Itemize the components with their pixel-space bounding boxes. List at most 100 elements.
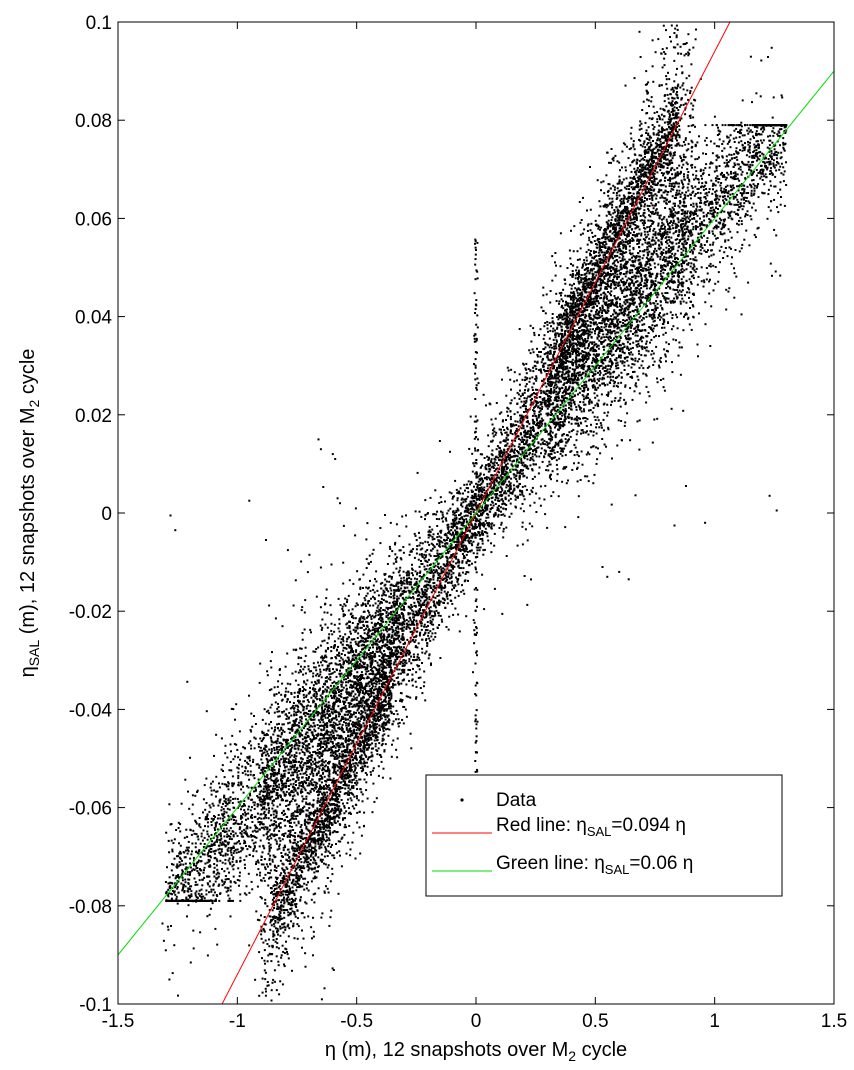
data-point xyxy=(270,960,273,963)
data-point xyxy=(479,518,482,521)
data-point xyxy=(343,833,346,836)
data-point xyxy=(418,668,421,671)
data-point xyxy=(398,574,401,577)
data-point xyxy=(286,894,289,896)
data-point xyxy=(528,349,531,352)
data-point xyxy=(583,355,586,358)
data-point xyxy=(374,685,377,688)
data-point xyxy=(582,340,585,343)
data-point xyxy=(435,555,438,558)
data-point xyxy=(311,937,313,940)
data-point xyxy=(278,673,281,676)
data-point xyxy=(440,529,443,532)
data-point xyxy=(418,553,421,556)
data-point xyxy=(299,716,302,719)
data-point xyxy=(669,213,672,216)
data-point xyxy=(477,493,480,496)
data-point xyxy=(313,728,316,731)
data-point xyxy=(490,487,493,490)
data-point xyxy=(398,721,401,724)
data-point xyxy=(306,571,309,574)
data-point xyxy=(530,401,533,404)
data-point xyxy=(493,544,496,547)
data-point xyxy=(624,384,627,387)
data-point xyxy=(378,682,381,685)
data-point xyxy=(688,48,691,51)
data-point xyxy=(577,269,580,272)
data-point xyxy=(323,791,326,794)
data-point xyxy=(684,156,687,159)
data-point xyxy=(379,610,382,613)
data-point xyxy=(308,747,311,750)
data-point xyxy=(637,329,640,332)
data-point xyxy=(647,207,650,210)
data-point xyxy=(494,514,496,517)
data-point xyxy=(614,332,617,335)
data-point xyxy=(670,88,673,91)
data-point xyxy=(427,624,429,627)
data-point xyxy=(511,433,514,436)
data-point xyxy=(566,367,569,370)
data-point xyxy=(269,928,272,931)
data-point xyxy=(503,439,506,442)
data-point xyxy=(360,834,363,837)
data-point xyxy=(632,371,634,373)
data-point xyxy=(419,571,421,574)
data-point xyxy=(537,406,540,409)
data-point xyxy=(680,160,683,163)
data-point xyxy=(622,264,625,267)
data-point xyxy=(482,495,485,498)
data-point xyxy=(435,609,438,612)
data-point xyxy=(648,197,651,200)
data-point xyxy=(522,425,525,427)
data-point xyxy=(577,495,580,498)
data-point xyxy=(413,587,415,590)
data-point xyxy=(571,312,574,315)
data-point xyxy=(685,52,688,55)
data-point xyxy=(516,391,519,394)
data-point xyxy=(525,372,528,375)
data-point xyxy=(322,728,325,731)
data-point xyxy=(441,513,444,516)
data-point xyxy=(527,368,530,370)
data-point xyxy=(493,430,496,433)
data-point xyxy=(665,75,668,78)
data-point xyxy=(533,445,536,448)
data-point xyxy=(438,602,441,605)
data-point xyxy=(394,700,397,702)
data-point xyxy=(642,100,645,103)
data-point xyxy=(492,467,495,469)
data-point xyxy=(456,561,459,564)
data-point xyxy=(646,366,649,369)
data-point xyxy=(378,647,381,650)
data-point xyxy=(364,673,367,676)
data-point xyxy=(481,506,484,509)
data-point xyxy=(476,508,479,511)
data-point xyxy=(667,261,670,264)
data-point xyxy=(471,470,474,473)
data-point xyxy=(439,496,442,499)
data-point xyxy=(605,295,608,298)
data-point xyxy=(340,760,343,763)
data-point xyxy=(521,525,524,528)
data-point xyxy=(598,373,601,376)
data-point xyxy=(505,475,508,478)
data-point xyxy=(337,680,340,683)
data-point xyxy=(474,532,476,535)
data-point xyxy=(564,526,567,529)
data-point xyxy=(497,464,500,467)
data-point xyxy=(605,445,607,448)
data-point xyxy=(305,779,308,781)
data-point xyxy=(298,744,301,747)
data-point xyxy=(438,502,441,504)
data-point xyxy=(267,785,270,788)
data-point xyxy=(399,672,402,675)
data-point xyxy=(651,65,654,68)
data-point xyxy=(492,480,495,483)
data-point xyxy=(439,557,442,560)
data-point xyxy=(509,482,512,485)
data-point xyxy=(599,316,602,319)
data-point xyxy=(400,584,403,587)
data-point xyxy=(631,398,634,401)
data-point xyxy=(579,221,582,224)
